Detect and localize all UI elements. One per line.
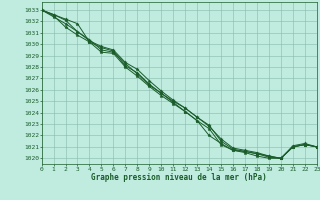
X-axis label: Graphe pression niveau de la mer (hPa): Graphe pression niveau de la mer (hPa) (91, 173, 267, 182)
